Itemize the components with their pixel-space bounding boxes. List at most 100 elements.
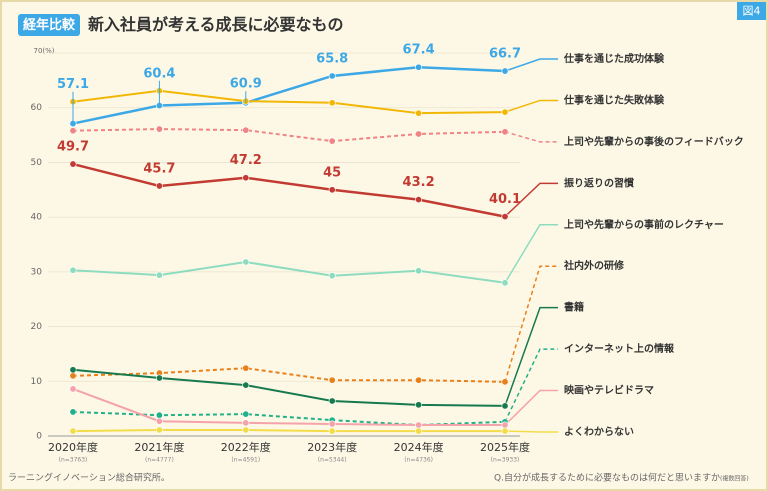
- data-point: [328, 99, 336, 107]
- data-point: [328, 137, 336, 145]
- legend-label: 振り返りの習慣: [564, 176, 634, 189]
- legend-connector: [504, 224, 558, 284]
- data-point: [415, 376, 423, 384]
- value-label: 67.4: [403, 43, 435, 58]
- data-point: [242, 410, 250, 418]
- legend-label: 映画やテレビドラマ: [564, 384, 654, 397]
- series-line: [72, 89, 506, 115]
- sample-size: (n=5344): [318, 457, 347, 464]
- data-point: [328, 397, 336, 405]
- data-point: [242, 174, 250, 182]
- y-tick-label: 30: [31, 267, 43, 277]
- source: ラーニングイノベーション総合研究所。: [8, 472, 170, 484]
- x-tick-label: 2024年度: [394, 440, 444, 454]
- sample-size: (n=3933): [491, 457, 520, 464]
- legend-connector: [504, 389, 558, 426]
- value-label: 57.1: [57, 77, 89, 92]
- y-tick-label: 60: [31, 103, 43, 113]
- data-point: [501, 67, 509, 75]
- data-point: [415, 63, 423, 71]
- series-line: [72, 368, 506, 407]
- data-point: [328, 272, 336, 280]
- data-point: [415, 130, 423, 138]
- data-point: [501, 421, 509, 429]
- figure-badge-bg: [737, 2, 766, 20]
- data-point: [328, 420, 336, 428]
- data-point: [501, 108, 509, 116]
- data-point: [501, 402, 509, 410]
- sample-size: (n=4591): [231, 457, 260, 464]
- data-point: [328, 186, 336, 194]
- data-point: [69, 127, 77, 135]
- legend-label: 社内外の研修: [563, 259, 625, 272]
- series-line: [72, 388, 505, 427]
- series-line: [72, 428, 505, 433]
- x-tick-label: 2022年度: [221, 440, 271, 454]
- figure-label: 図4: [743, 5, 761, 18]
- legend-label: 仕事を通じた失敗体験: [563, 93, 665, 106]
- data-point: [501, 279, 509, 287]
- chart-title: 新入社員が考える成長に必要なもの: [88, 15, 344, 34]
- y-tick-label: 0: [36, 432, 42, 442]
- data-point: [501, 213, 509, 221]
- data-point: [242, 258, 250, 266]
- value-label: 40.1: [489, 192, 521, 207]
- legend-connector: [504, 265, 558, 383]
- data-point: [69, 427, 77, 435]
- value-label: 65.8: [316, 51, 348, 66]
- series-line: [72, 162, 506, 218]
- legend-label: 上司や先輩からの事前のレクチャー: [564, 218, 724, 231]
- legend-connector: [504, 131, 558, 143]
- value-label: 60.9: [230, 77, 262, 92]
- data-point: [501, 128, 509, 136]
- data-point: [155, 417, 163, 425]
- data-point: [69, 385, 77, 393]
- value-label: 45.7: [143, 161, 175, 176]
- value-label: 60.4: [143, 66, 175, 81]
- data-point: [415, 196, 423, 204]
- data-point: [155, 374, 163, 382]
- data-point: [415, 401, 423, 409]
- series-line: [72, 260, 506, 284]
- legend-label: 書籍: [564, 301, 584, 314]
- data-point: [155, 411, 163, 419]
- x-tick-label: 2023年度: [307, 440, 357, 454]
- data-point: [155, 271, 163, 279]
- data-point: [415, 109, 423, 117]
- data-point: [415, 427, 423, 435]
- series-line: [72, 65, 506, 125]
- data-point: [501, 427, 509, 435]
- data-point: [69, 266, 77, 274]
- data-point: [415, 267, 423, 275]
- value-label: 66.7: [489, 47, 521, 62]
- value-label: 43.2: [403, 175, 435, 190]
- legend-label: 上司や先輩からの事後のフィードバック: [564, 135, 744, 148]
- y-tick-label: 10: [31, 377, 43, 387]
- sample-size: (n=4777): [145, 457, 174, 464]
- data-point: [501, 378, 509, 386]
- legend-connector: [504, 58, 558, 72]
- y-tick-label: 20: [31, 322, 43, 332]
- y-tick-label: 70(%): [33, 47, 54, 55]
- legend-connector: [504, 306, 558, 407]
- legend-connector: [504, 348, 558, 423]
- data-point: [328, 376, 336, 384]
- legend-connector: [504, 430, 558, 433]
- series-line: [72, 367, 506, 383]
- legend-connector: [504, 182, 558, 218]
- value-label: 47.2: [230, 153, 262, 168]
- data-point: [328, 427, 336, 435]
- x-tick-label: 2025年度: [480, 440, 530, 454]
- question-note: (複数回答): [720, 475, 749, 483]
- data-point: [242, 381, 250, 389]
- question: Q.自分が成長するために必要なものは何だと思いますか: [494, 472, 720, 484]
- legend-label: インターネット上の情報: [564, 342, 675, 355]
- data-point: [242, 126, 250, 134]
- data-point: [69, 372, 77, 380]
- data-point: [69, 366, 77, 374]
- data-point: [415, 421, 423, 429]
- series-line: [72, 128, 506, 143]
- value-label: 45: [323, 165, 341, 180]
